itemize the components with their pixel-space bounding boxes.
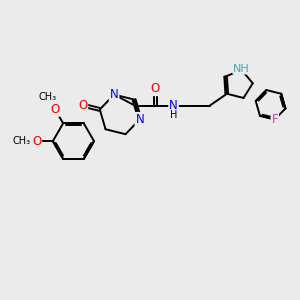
Text: CH₃: CH₃ bbox=[39, 92, 57, 101]
Text: H: H bbox=[170, 110, 177, 120]
Text: N: N bbox=[169, 99, 178, 112]
Text: O: O bbox=[78, 99, 87, 112]
Text: NH: NH bbox=[233, 64, 250, 74]
Text: O: O bbox=[32, 135, 41, 148]
Text: F: F bbox=[272, 113, 278, 126]
Text: CH₃: CH₃ bbox=[13, 136, 31, 146]
Text: N: N bbox=[110, 88, 118, 101]
Text: O: O bbox=[50, 103, 60, 116]
Text: N: N bbox=[136, 113, 144, 126]
Text: O: O bbox=[151, 82, 160, 95]
